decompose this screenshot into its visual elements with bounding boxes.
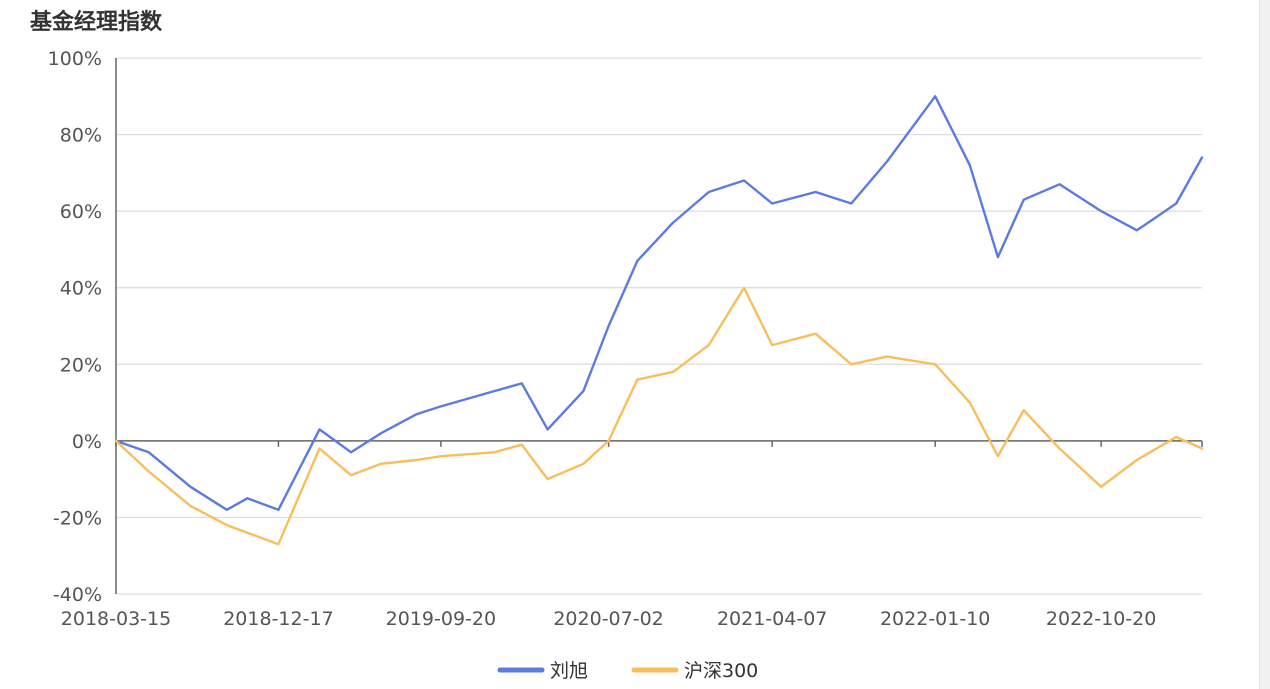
- page-title: 基金经理指数: [30, 10, 163, 35]
- series-layer: [114, 95, 1204, 546]
- axis-layer: 100% 80% 60% 40% 20% 0% -20% -40%2018-03-15 2018…: [48, 48, 1203, 630]
- y-tick-label: 60%: [60, 201, 102, 223]
- legend-label: 沪深300: [684, 660, 758, 682]
- y-tick-label: -20%: [53, 507, 102, 529]
- series-line-0: [114, 95, 1204, 511]
- y-tick-label: 100%: [48, 48, 102, 70]
- series-line-1: [114, 286, 1204, 546]
- y-tick-label: 20%: [60, 354, 102, 376]
- x-tick-label: 2019-09-20: [386, 608, 496, 630]
- legend-item[interactable]: 沪深300: [631, 660, 758, 682]
- x-tick-label: 2022-01-10: [880, 608, 990, 630]
- x-tick-label: 2020-07-02: [553, 608, 663, 630]
- x-tick-label: 2021-04-07: [717, 608, 827, 630]
- legend-item[interactable]: 刘旭: [497, 660, 588, 682]
- x-tick-label: 2018-03-15: [61, 608, 171, 630]
- y-tick-label: 80%: [60, 125, 102, 147]
- grid-layer: [116, 57, 1202, 595]
- y-tick-label: 40%: [60, 278, 102, 300]
- x-tick-label: 2018-12-17: [223, 608, 333, 630]
- y-tick-label: 0%: [72, 431, 102, 453]
- legend[interactable]: 刘旭 沪深300: [497, 660, 758, 682]
- x-tick-label: 2022-10-20: [1046, 608, 1156, 630]
- y-tick-label: -40%: [53, 584, 102, 606]
- legend-label: 刘旭: [550, 660, 588, 682]
- scrollbar[interactable]: [1259, 0, 1270, 689]
